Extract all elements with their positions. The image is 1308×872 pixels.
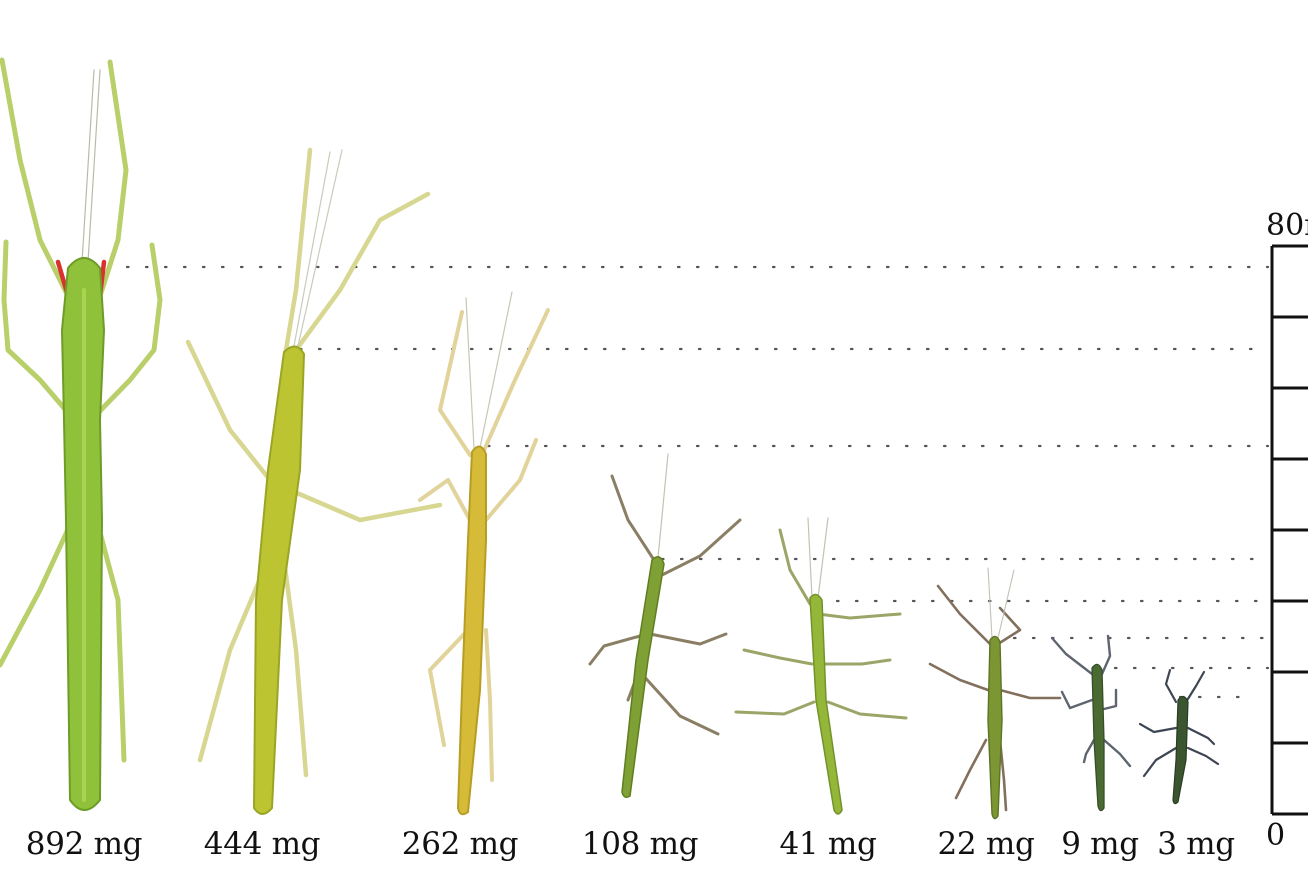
specimen-22mg <box>928 567 1062 820</box>
specimen-262mg <box>418 291 550 816</box>
specimen-41mg <box>734 517 908 815</box>
scale-top-label: 80mm <box>1266 208 1308 243</box>
mass-label-3: 262 mg <box>401 826 519 862</box>
mass-label-1: 892 mg <box>25 826 143 862</box>
specimen-892mg <box>0 57 163 811</box>
specimen-9mg <box>1050 634 1132 812</box>
specimen-108mg <box>588 453 742 799</box>
mass-label-6: 22 mg <box>937 826 1035 862</box>
scale-bar <box>1270 244 1308 816</box>
mass-label-4: 108 mg <box>581 826 699 862</box>
mass-label-8: 3 mg <box>1157 826 1235 862</box>
mass-label-7: 9 mg <box>1061 826 1139 862</box>
mass-label-5: 41 mg <box>779 826 877 862</box>
mass-label-2: 444 mg <box>203 826 321 862</box>
specimen-444mg <box>185 147 443 815</box>
specimen-3mg <box>1138 668 1220 805</box>
reference-lines <box>106 265 1270 699</box>
scale-bottom-label: 0 <box>1266 818 1286 853</box>
